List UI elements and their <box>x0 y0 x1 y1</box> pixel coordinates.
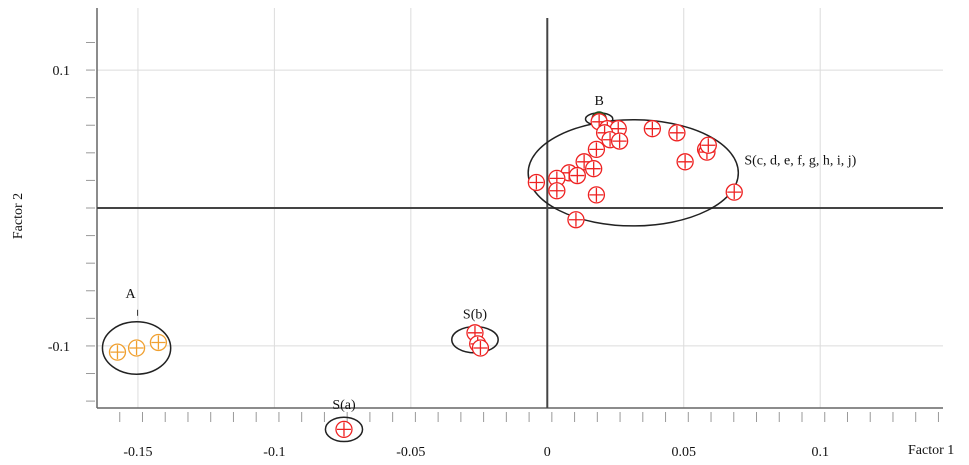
data-point <box>676 153 694 171</box>
point-cross <box>727 185 742 200</box>
group-label: S(b) <box>463 308 487 323</box>
y-tick-label: -0.1 <box>48 340 70 355</box>
cluster-ellipse <box>101 321 172 375</box>
x-tick-label: -0.1 <box>263 445 285 460</box>
data-point <box>335 420 353 439</box>
cluster-ellipse <box>324 416 364 443</box>
x-tick-label: -0.15 <box>123 445 152 460</box>
point-cross <box>678 154 693 169</box>
y-tick-label: 0.1 <box>53 64 71 79</box>
cluster-ellipses <box>101 112 740 443</box>
point-cross <box>529 175 544 190</box>
data-point <box>699 136 717 154</box>
point-cross <box>151 335 166 350</box>
point-cross <box>129 341 144 355</box>
data-points <box>108 111 743 439</box>
x-tick-label: 0 <box>544 445 551 460</box>
group-label: S(c, d, e, f, g, h, i, j) <box>744 154 856 169</box>
data-point <box>548 182 566 200</box>
group-label: B <box>594 94 603 109</box>
point-cross <box>586 161 601 176</box>
group-label: A <box>126 287 137 302</box>
data-point <box>587 186 606 204</box>
point-cross <box>589 142 604 157</box>
point-cross <box>336 422 351 437</box>
data-point <box>610 132 629 150</box>
data-point <box>149 333 168 352</box>
data-point <box>108 343 127 361</box>
point-cross <box>645 121 660 136</box>
x-tick-label: 0.05 <box>671 445 696 460</box>
point-cross <box>473 341 488 355</box>
cluster-ellipse <box>527 118 740 227</box>
data-point <box>725 183 743 201</box>
axes: -0.15 -0.1 -0.05 0 0.05 0.1 0.1 -0.1 <box>48 8 943 460</box>
data-point <box>127 339 146 357</box>
group-label: S(a) <box>332 398 356 413</box>
data-point <box>527 173 546 192</box>
point-cross <box>701 138 716 153</box>
point-cross <box>612 134 627 149</box>
data-point <box>471 339 490 357</box>
point-cross <box>669 125 684 140</box>
data-point <box>567 211 585 229</box>
point-cross <box>110 345 125 360</box>
data-point <box>668 124 686 142</box>
data-point <box>585 160 603 178</box>
data-point <box>643 120 662 138</box>
x-axis-label: Factor 1 <box>908 443 954 458</box>
x-tick-label: 0.1 <box>811 445 829 460</box>
point-cross <box>568 212 583 227</box>
point-cross <box>570 168 585 183</box>
labels: A S(a) S(b) B S(c, d, e, f, g, h, i, j) <box>126 94 857 413</box>
y-axis-label: Factor 2 <box>11 193 26 239</box>
x-tick-label: -0.05 <box>396 445 425 460</box>
data-point <box>587 140 606 159</box>
point-cross <box>549 183 564 198</box>
data-point <box>568 166 586 185</box>
point-cross <box>589 187 604 202</box>
